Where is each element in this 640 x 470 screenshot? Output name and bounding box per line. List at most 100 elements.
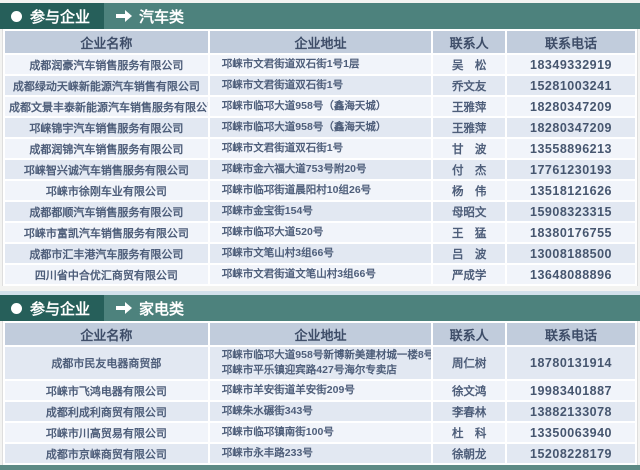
contact-person: 王 猛 [433, 223, 506, 242]
section-badge: 参与企业 [0, 3, 105, 29]
right-arrow-icon [116, 10, 133, 22]
contact-phone: 18280347209 [507, 118, 635, 137]
company-name: 成都市京崃商贸有限公司 [5, 444, 208, 464]
company-name: 成都市民友电器商贸部 [5, 347, 208, 380]
contact-person: 吴 松 [433, 55, 506, 74]
table-row: 成都都顺汽车销售服务有限公司 邛崃市金宝街154号 母昭文 15908323315 [5, 202, 635, 221]
company-address: 邛崃市临邛大道958号新博新美建材城一楼8号 邛崃市平乐镇迎宾路427号海尔专卖… [209, 347, 432, 380]
table-row: 邛崃市富凯汽车销售服务有限公司 邛崃市临邛大道520号王 猛 18380176755 [5, 223, 635, 242]
company-table: 企业名称 企业地址 联系人 联系电话 成都市民友电器商贸部 邛崃市临邛大道958号新博新… [3, 321, 637, 466]
contact-phone: 19983401887 [507, 381, 635, 401]
section-category-label: 汽车类 [139, 8, 185, 26]
section-badge: 参与企业 [0, 295, 105, 321]
divider-strip [0, 291, 640, 295]
company-address: 邛崃市临邛大道958号（鑫海天城） [209, 118, 432, 137]
company-address: 邛崃市文君街道双石街1号 [209, 139, 432, 158]
company-address: 邛崃市文君街道双石街1号 [209, 76, 432, 95]
company-address: 邛崃朱水碾街343号 [209, 402, 432, 422]
column-header: 联系人 [433, 323, 506, 345]
contact-person: 乔文友 [433, 76, 506, 95]
contact-person: 徐朝龙 [433, 444, 506, 464]
company-address: 邛崃市文君街道双石街1号1层 [209, 55, 432, 74]
table-row: 成都文景丰泰新能源汽车销售服务有限公司 邛崃市临邛大道958号（鑫海天城） 王雅萍 1… [5, 97, 635, 116]
contact-phone: 18280347209 [507, 97, 635, 116]
company-name: 邛崃市徐刚车业有限公司 [5, 181, 208, 200]
contact-phone: 18780131914 [507, 347, 635, 380]
company-name: 邛崃市川高贸易有限公司 [5, 423, 208, 443]
table-row: 成都市京崃商贸有限公司 邛崃市永丰路233号 徐朝龙 15208228179 [5, 444, 635, 464]
contact-person: 杜 科 [433, 423, 506, 443]
bottom-accent-strip [0, 465, 640, 470]
company-address: 邛崃市羊安街道羊安街209号 [209, 381, 432, 401]
table-row: 邛崃市川高贸易有限公司 邛崃市临邛镇南街100号杜 科 13350063940 [5, 423, 635, 443]
section-automotive: 参与企业 汽车类 企业名称 企业地址 联系人 联系电话 成都润豪汽车销售服务有限公司邛… [0, 3, 640, 286]
table-row: 成都利成利商贸有限公司 邛崃朱水碾街343号 李春林 13882133078 [5, 402, 635, 422]
table-row: 成都绿动天崃新能源汽车销售有限公司 邛崃市文君街道双石街1号 乔文友 15281003… [5, 76, 635, 95]
company-address: 邛崃市文笔山村3组66号 [209, 244, 432, 263]
company-address: 邛崃市金六福大道753号附20号 [209, 160, 432, 179]
company-table-wrapper: 企业名称 企业地址 联系人 联系电话 成都市民友电器商贸部 邛崃市临邛大道958号新博新… [2, 321, 638, 466]
section-appliances: 参与企业 家电类 企业名称 企业地址 联系人 联系电话 成都市民友电器商贸部 邛崃市临邛… [0, 295, 640, 466]
company-address: 邛崃市临邛大道520号 [209, 223, 432, 242]
company-name: 邛崃市飞鸿电器有限公司 [5, 381, 208, 401]
section-badge-label: 参与企业 [30, 8, 91, 26]
company-name: 邛崃锦宇汽车销售服务有限公司 [5, 118, 208, 137]
table-row: 邛崃市飞鸿电器有限公司 邛崃市羊安街道羊安街209号 徐文鸿 19983401887 [5, 381, 635, 401]
company-name: 成都文景丰泰新能源汽车销售服务有限公司 [5, 97, 208, 116]
contact-phone: 13518121626 [507, 181, 635, 200]
contact-person: 母昭文 [433, 202, 506, 221]
table-row: 邛崃市徐刚车业有限公司 邛崃市临邛街道晨阳村10组26号杨 伟 1351812162… [5, 181, 635, 200]
company-address: 邛崃市永丰路233号 [209, 444, 432, 464]
contact-person: 甘 波 [433, 139, 506, 158]
contact-person: 李春林 [433, 402, 506, 422]
section-category: 家电类 [116, 295, 184, 321]
company-name: 邛崃市富凯汽车销售服务有限公司 [5, 223, 208, 242]
contact-phone: 13350063940 [507, 423, 635, 443]
contact-phone: 15908323315 [507, 202, 635, 221]
contact-phone: 13558896213 [507, 139, 635, 158]
table-row: 成都润豪汽车销售服务有限公司 邛崃市文君街道双石街1号1层吴 松 183493329… [5, 55, 635, 74]
contact-person: 周仁树 [433, 347, 506, 380]
contact-phone: 18349332919 [507, 55, 635, 74]
column-header: 联系电话 [507, 31, 635, 53]
contact-phone: 13882133078 [507, 402, 635, 422]
contact-person: 杨 伟 [433, 181, 506, 200]
column-header: 联系人 [433, 31, 506, 53]
right-arrow-icon [116, 302, 133, 314]
table-row: 成都市民友电器商贸部 邛崃市临邛大道958号新博新美建材城一楼8号 邛崃市平乐镇迎… [5, 347, 635, 380]
contact-person: 王雅萍 [433, 97, 506, 116]
company-address: 邛崃市金宝街154号 [209, 202, 432, 221]
contact-phone: 18380176755 [507, 223, 635, 242]
company-table-wrapper: 企业名称 企业地址 联系人 联系电话 成都润豪汽车销售服务有限公司 邛崃市文君街道双石街… [2, 29, 638, 286]
company-name: 邛崃智兴诚汽车销售服务有限公司 [5, 160, 208, 179]
table-body: 成都市民友电器商贸部 邛崃市临邛大道958号新博新美建材城一楼8号 邛崃市平乐镇迎… [5, 347, 635, 464]
table-row: 邛崃锦宇汽车销售服务有限公司 邛崃市临邛大道958号（鑫海天城） 王雅萍 182803… [5, 118, 635, 137]
company-name: 四川省中合优汇商贸有限公司 [5, 265, 208, 284]
company-address: 邛崃市文君街道文笔山村3组66号 [209, 265, 432, 284]
section-badge-label: 参与企业 [30, 300, 91, 318]
company-name: 成都市汇丰港汽车服务有限公司 [5, 244, 208, 263]
contact-phone: 15208228179 [507, 444, 635, 464]
contact-person: 付 杰 [433, 160, 506, 179]
circle-bullet-icon [11, 302, 22, 314]
company-name: 成都都顺汽车销售服务有限公司 [5, 202, 208, 221]
contact-person: 严成学 [433, 265, 506, 284]
contact-phone: 13648088896 [507, 265, 635, 284]
table-row: 成都润锦汽车销售服务有限公司 邛崃市文君街道双石街1号甘 波 13558896213 [5, 139, 635, 158]
table-row: 邛崃智兴诚汽车销售服务有限公司 邛崃市金六福大道753号附20号付 杰 177612… [5, 160, 635, 179]
section-header-bar: 参与企业 汽车类 [0, 3, 640, 29]
contact-person: 徐文鸿 [433, 381, 506, 401]
company-table: 企业名称 企业地址 联系人 联系电话 成都润豪汽车销售服务有限公司 邛崃市文君街道双石街… [3, 29, 637, 286]
section-header-bar: 参与企业 家电类 [0, 295, 640, 321]
column-header: 企业地址 [209, 31, 432, 53]
column-header: 企业名称 [5, 323, 208, 345]
contact-phone: 13008188500 [507, 244, 635, 263]
company-name: 成都利成利商贸有限公司 [5, 402, 208, 422]
table-header-row: 企业名称 企业地址 联系人 联系电话 [5, 323, 635, 345]
contact-phone: 15281003241 [507, 76, 635, 95]
circle-bullet-icon [11, 10, 22, 22]
table-body: 成都润豪汽车销售服务有限公司 邛崃市文君街道双石街1号1层吴 松 183493329… [5, 55, 635, 284]
company-address: 邛崃市临邛街道晨阳村10组26号 [209, 181, 432, 200]
table-header-row: 企业名称 企业地址 联系人 联系电话 [5, 31, 635, 53]
